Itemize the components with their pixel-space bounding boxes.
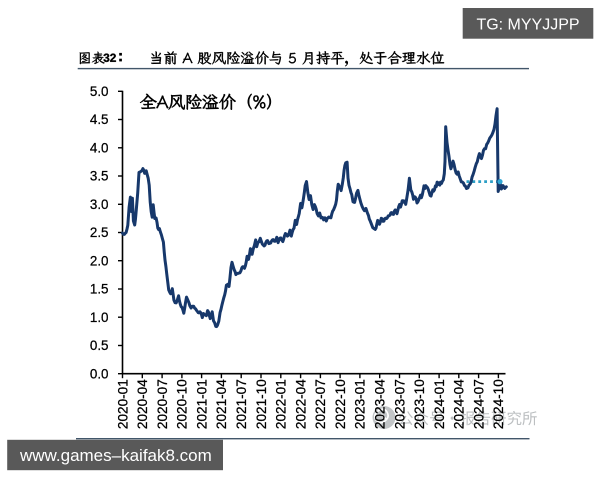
svg-text:2024-07: 2024-07 xyxy=(471,379,486,429)
svg-text:4.0: 4.0 xyxy=(90,140,109,155)
svg-text:www.games–kaifak8.com: www.games–kaifak8.com xyxy=(19,446,212,465)
svg-text:2022-10: 2022-10 xyxy=(333,379,348,429)
svg-text:3.5: 3.5 xyxy=(90,169,109,184)
svg-text:2023-07: 2023-07 xyxy=(392,379,407,429)
svg-text:2.0: 2.0 xyxy=(90,253,109,268)
svg-text:2024-10: 2024-10 xyxy=(491,379,506,429)
svg-text:2022-04: 2022-04 xyxy=(293,379,308,429)
svg-text:2020-04: 2020-04 xyxy=(135,379,150,429)
svg-text:2023-01: 2023-01 xyxy=(353,379,368,429)
svg-text:2024-04: 2024-04 xyxy=(452,379,467,429)
svg-text:2022-07: 2022-07 xyxy=(313,379,328,429)
svg-text:2023-04: 2023-04 xyxy=(373,379,388,429)
svg-text:2020-07: 2020-07 xyxy=(155,379,170,429)
svg-text:4.5: 4.5 xyxy=(90,112,109,127)
svg-text:2020-10: 2020-10 xyxy=(175,379,190,429)
svg-text:5.0: 5.0 xyxy=(90,84,109,99)
svg-text:2024-01: 2024-01 xyxy=(432,379,447,429)
svg-text:0.5: 0.5 xyxy=(90,338,109,353)
svg-text:3.0: 3.0 xyxy=(90,197,109,212)
svg-text:2021-07: 2021-07 xyxy=(234,379,249,429)
svg-text:2.5: 2.5 xyxy=(90,225,109,240)
svg-text:1.0: 1.0 xyxy=(90,310,109,325)
svg-text:2021-04: 2021-04 xyxy=(214,379,229,429)
svg-text:1.5: 1.5 xyxy=(90,282,109,297)
svg-text:2022-01: 2022-01 xyxy=(274,379,289,429)
svg-text:0.0: 0.0 xyxy=(90,366,109,381)
svg-text:2023-10: 2023-10 xyxy=(412,379,427,429)
svg-text:2020-01: 2020-01 xyxy=(115,379,130,429)
svg-text:TG: MYYJJPP: TG: MYYJJPP xyxy=(476,17,579,34)
svg-text:2021-10: 2021-10 xyxy=(254,379,269,429)
svg-text:2021-01: 2021-01 xyxy=(194,379,209,429)
